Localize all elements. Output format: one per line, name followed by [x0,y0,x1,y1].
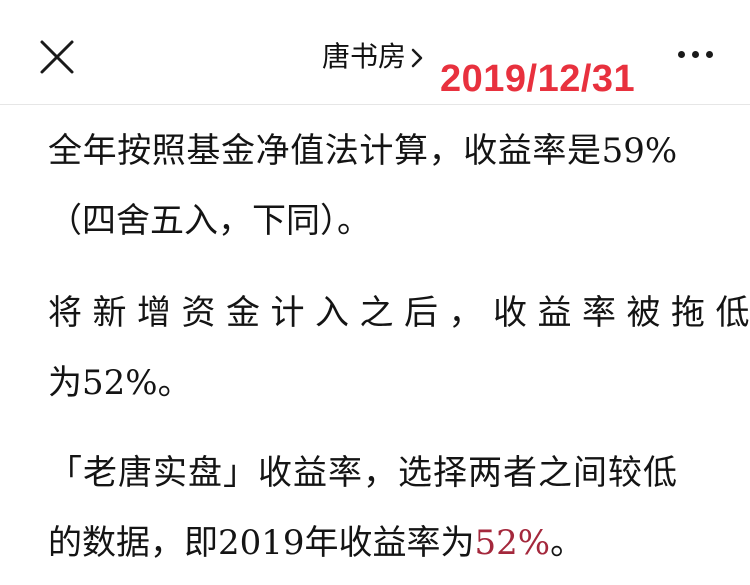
text: 年收益率为 [304,523,475,563]
paragraph-nav-return: 全年按照基金净值法计算，收益率是59% （四舍五入，下同）。 [48,116,677,256]
close-button[interactable] [38,38,76,76]
return-rate-value: 59% [601,131,678,171]
text: 。 [550,523,585,563]
highlighted-return-rate: 52% [474,523,551,563]
paragraph-line: 将新增资金计入之后，收益率被拖低 [48,293,750,333]
account-title-link[interactable]: 唐书房 [322,36,424,78]
text: 为 [48,363,82,403]
text: 全年按照基金净值法计算，收益率是 [48,131,602,171]
year-value: 2019 [218,523,305,563]
more-icon-dot [706,51,713,58]
text: 。 [157,363,192,403]
return-rate-value: 52% [82,363,158,403]
chevron-right-icon [411,48,423,68]
more-icon-dot [692,51,699,58]
more-options-button[interactable] [676,46,716,62]
paragraph-line: 「老唐实盘」收益率，选择两者之间较低 [48,453,678,493]
paragraph-adjusted-return: 将新增资金计入之后，收益率被拖低 为52%。 [48,278,750,418]
paragraph-line: 的数据，即2019年收益率为52%。 [48,508,678,578]
top-navigation-bar: 唐书房 2019/12/31 [0,0,750,105]
more-icon-dot [678,51,685,58]
text: 的数据，即 [48,523,218,563]
paragraph-line: 全年按照基金净值法计算，收益率是59% [48,116,677,186]
paragraph-final-return: 「老唐实盘」收益率，选择两者之间较低 的数据，即2019年收益率为52%。 [48,438,678,578]
date-watermark: 2019/12/31 [440,58,636,100]
paragraph-line: （四舍五入，下同）。 [48,201,371,241]
paragraph-line: 为52%。 [48,348,750,418]
account-name: 唐书房 [322,40,407,73]
close-icon [40,40,74,74]
